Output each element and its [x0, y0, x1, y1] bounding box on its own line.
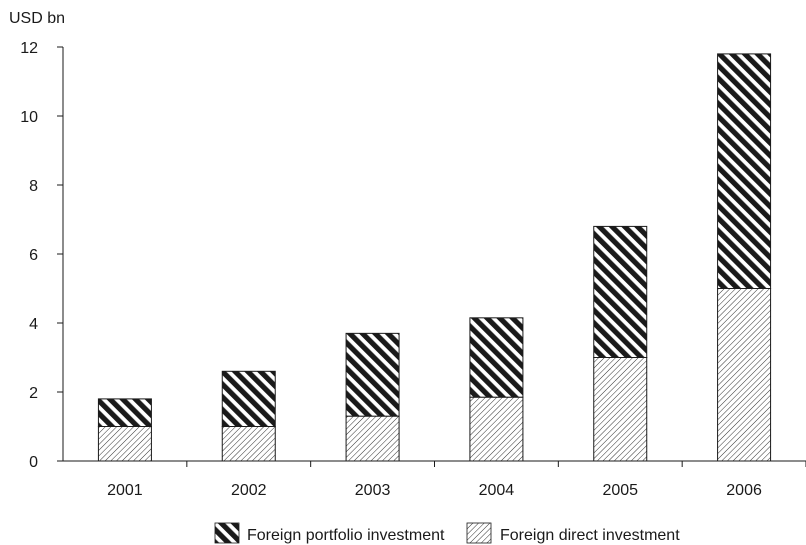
y-tick-label: 10 — [20, 109, 38, 126]
x-axis-ticks: 2001 2002 2003 2004 2005 2006 — [107, 461, 806, 499]
bar-segment-direct — [221, 426, 276, 462]
y-tick-label: 12 — [20, 40, 38, 57]
x-tick-label: 2001 — [107, 482, 143, 499]
bar-segment-direct — [345, 415, 400, 462]
x-tick-label: 2005 — [602, 482, 638, 499]
x-tick-label: 2004 — [479, 482, 515, 499]
legend: Foreign portfolio investment Foreign dir… — [214, 522, 680, 544]
bar-segment-direct — [717, 288, 772, 462]
bar-stacks — [97, 53, 772, 462]
bar-segment-portfolio — [221, 370, 276, 427]
y-tick-label: 6 — [29, 247, 38, 264]
y-tick-label: 2 — [29, 385, 38, 402]
y-tick-label: 8 — [29, 178, 38, 195]
bar-segment-portfolio — [345, 332, 400, 417]
bar-segment-direct — [97, 426, 152, 462]
bar-segment-direct — [469, 396, 524, 462]
y-tick-label: 4 — [29, 316, 38, 333]
legend-label-direct: Foreign direct investment — [500, 527, 680, 544]
bar-segment-portfolio — [593, 225, 648, 358]
legend-swatch-portfolio — [214, 522, 240, 544]
legend-swatch-direct — [466, 522, 492, 544]
y-tick-label: 0 — [29, 454, 38, 471]
bar-segment-portfolio — [469, 317, 524, 398]
bar-segment-direct — [593, 357, 648, 462]
x-tick-label: 2006 — [726, 482, 762, 499]
bar-segment-portfolio — [717, 53, 772, 290]
bar-segment-portfolio — [97, 398, 152, 427]
x-tick-label: 2002 — [231, 482, 267, 499]
legend-label-portfolio: Foreign portfolio investment — [247, 527, 445, 544]
y-axis-ticks: 0 2 4 6 8 10 12 — [20, 40, 63, 471]
y-axis-unit-label: USD bn — [9, 10, 65, 27]
x-tick-label: 2003 — [355, 482, 391, 499]
